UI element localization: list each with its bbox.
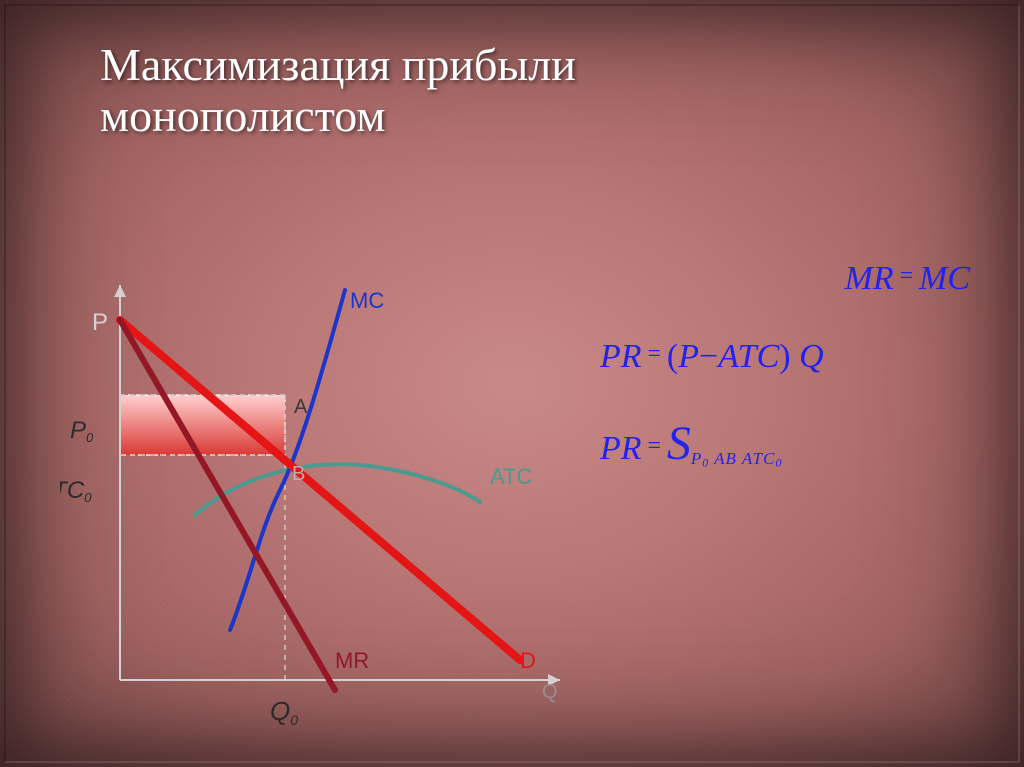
svg-text:B: B <box>292 463 305 485</box>
chart-svg: P Q MC ATC MR D A B P0 ATC0 Q0 <box>60 260 620 740</box>
svg-text:P0: P0 <box>70 417 94 445</box>
equations: MR = MC PR = (P−ATC) Q PR = SP0 AB ATC0 <box>600 260 1000 511</box>
equation-pr-area: PR = SP0 AB ATC0 <box>600 416 1000 471</box>
svg-text:ATC: ATC <box>490 464 532 489</box>
svg-text:MC: MC <box>350 288 384 313</box>
svg-text:D: D <box>520 648 536 673</box>
svg-text:MR: MR <box>335 648 369 673</box>
title-line-1: Максимизация прибыли <box>100 40 984 91</box>
svg-text:Q: Q <box>542 681 558 703</box>
svg-text:ATC0: ATC0 <box>60 477 92 505</box>
svg-text:A: A <box>294 396 308 418</box>
equation-mr-mc: MR = MC <box>600 260 1000 298</box>
equation-pr-patc-q: PR = (P−ATC) Q <box>600 338 1000 376</box>
slide-title: Максимизация прибыли монополистом <box>100 40 984 141</box>
chart: PQMCATCMRDABP0ATC0Q0 <box>60 260 560 720</box>
svg-text:Q0: Q0 <box>270 696 298 728</box>
svg-text:P: P <box>92 309 108 336</box>
title-line-2: монополистом <box>100 91 984 142</box>
